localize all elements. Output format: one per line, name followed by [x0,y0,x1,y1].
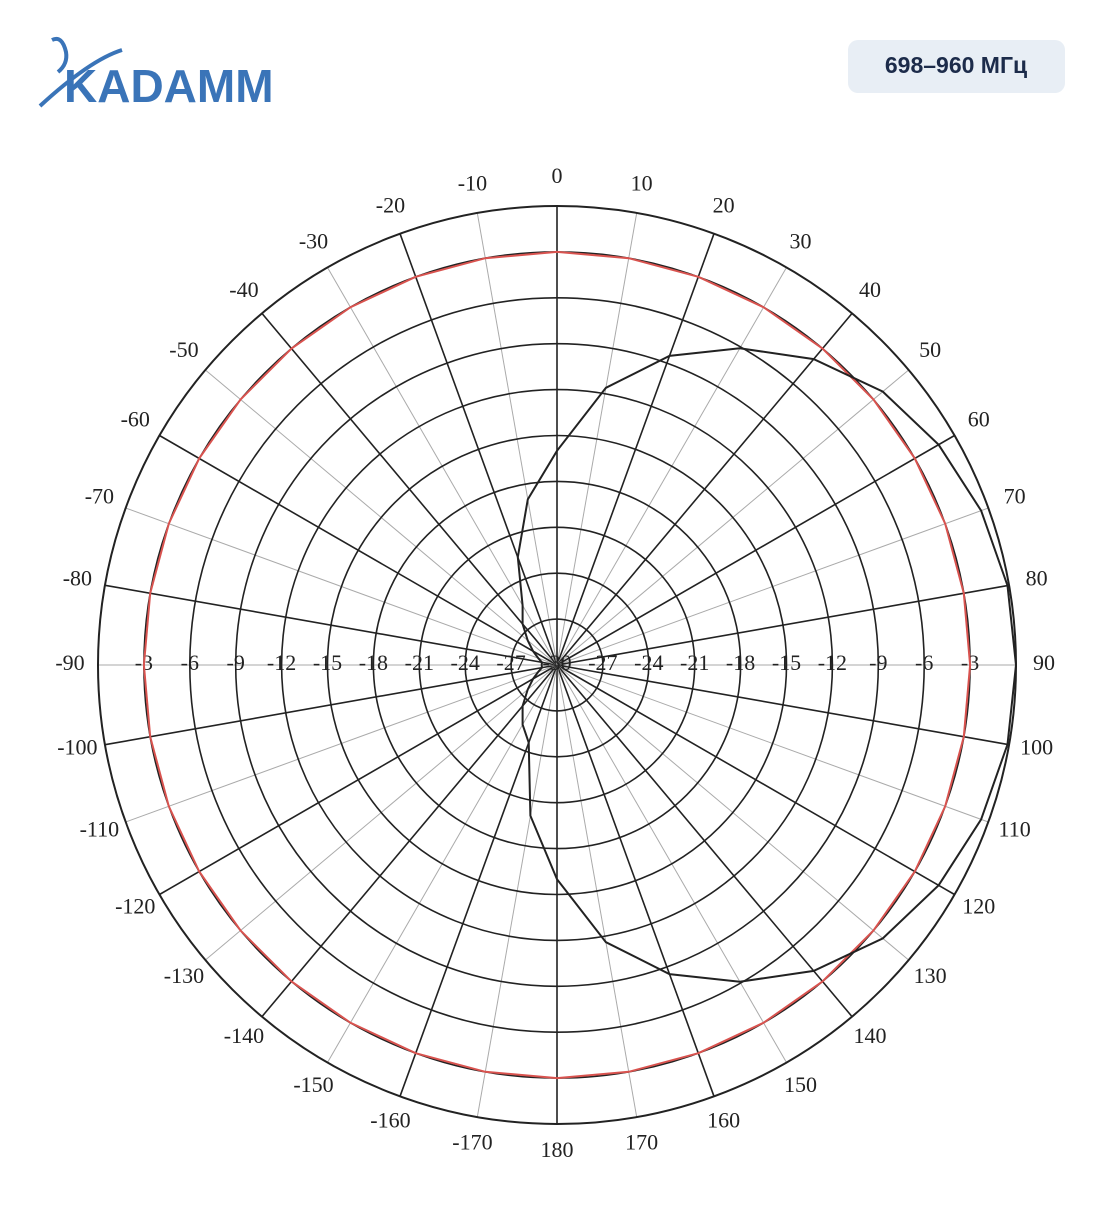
ring [464,572,650,758]
radial-label: -24 [634,650,663,675]
angle-label: -20 [376,192,405,217]
radial-label: -18 [726,650,755,675]
angle-label: -80 [63,565,92,590]
radial-label: -12 [818,650,847,675]
radial-label: -27 [496,650,525,675]
angle-label: 150 [784,1072,817,1097]
angle-label: -110 [80,817,120,842]
angle-label: 130 [914,963,947,988]
badge: 698–960 МГц [885,52,1027,78]
angle-label: 160 [707,1108,740,1133]
angle-label: 110 [999,817,1031,842]
angle-label: 40 [859,277,881,302]
angle-label: -170 [452,1130,492,1155]
ring [280,388,834,942]
angle-label: -30 [299,228,328,253]
angle-label: -130 [164,963,204,988]
angle-label: -100 [57,735,97,760]
ring [188,296,926,1034]
angle-label: 180 [541,1137,574,1162]
radial-label: -27 [588,650,617,675]
angle-label: 50 [919,337,941,362]
angle-label: 170 [625,1130,658,1155]
radial-label: -9 [869,650,887,675]
ring [234,342,880,988]
angle-label: -150 [293,1072,333,1097]
angle-label: 0 [552,163,563,188]
radial-label: -9 [227,650,245,675]
angle-label: -60 [121,407,150,432]
angle-label: 10 [631,170,653,195]
radial-label: -18 [359,650,388,675]
logo-swoosh [38,36,123,108]
angle-label: -120 [115,894,155,919]
angle-label: -70 [85,483,114,508]
angle-label: -50 [169,337,198,362]
angle-label: 80 [1026,565,1048,590]
ring [326,434,788,896]
radial-label: -21 [405,650,434,675]
radial-label: -6 [915,650,933,675]
angle-label: 20 [713,192,735,217]
angle-label: 120 [962,894,995,919]
radial-label: -21 [680,650,709,675]
angle-label: 90 [1033,650,1055,675]
ring [418,526,696,804]
radial-label: -24 [451,650,480,675]
radial-label: -30 [542,650,571,675]
angle-label: -40 [229,277,258,302]
angle-label: 70 [1004,483,1026,508]
angle-label: -90 [55,650,84,675]
radial-label: -15 [313,650,342,675]
angle-label: -10 [458,170,487,195]
ring [510,618,604,712]
radial-label: -6 [181,650,199,675]
pattern-line [516,347,1018,983]
angle-label: 100 [1020,735,1053,760]
radial-label: -12 [267,650,296,675]
angle-label: -140 [224,1023,264,1048]
badge-bg [848,40,1065,93]
logo: KADAMM [64,60,274,112]
angle-label: 140 [854,1023,887,1048]
radial-label: -15 [772,650,801,675]
angle-label: 30 [790,228,812,253]
angle-label: -160 [370,1108,410,1133]
pattern-line [142,250,972,1080]
angle-label: 60 [968,407,990,432]
ring [372,480,742,850]
